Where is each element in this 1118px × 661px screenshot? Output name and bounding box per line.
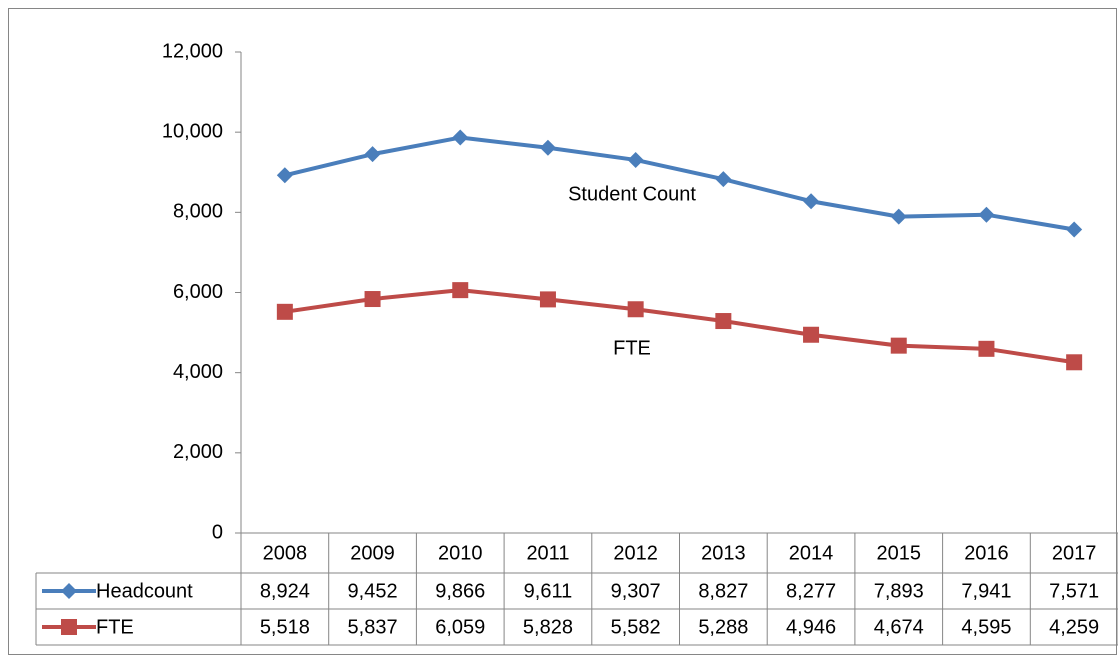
table-value: 4,595 — [961, 616, 1011, 638]
marker — [452, 129, 469, 146]
marker — [803, 326, 820, 343]
y-tick-label: 6,000 — [173, 281, 223, 303]
chart-border — [8, 8, 1117, 655]
x-tick-label: 2017 — [1052, 542, 1097, 564]
marker — [978, 206, 995, 223]
x-tick-label: 2015 — [877, 542, 922, 564]
x-tick-label: 2016 — [964, 542, 1009, 564]
series-line — [284, 288, 1075, 365]
table-value: 4,946 — [786, 616, 836, 638]
marker — [803, 193, 820, 210]
y-tick-label: 12,000 — [162, 40, 223, 62]
marker — [539, 139, 556, 156]
marker — [452, 282, 469, 299]
table-value: 5,828 — [523, 616, 573, 638]
table-value: 8,277 — [786, 580, 836, 602]
legend-label: Headcount — [96, 580, 193, 602]
y-tick-label: 8,000 — [173, 201, 223, 223]
annotation: FTE — [613, 337, 651, 359]
annotation: Student Count — [568, 183, 696, 205]
table-value: 9,866 — [435, 580, 485, 602]
y-tick-label: 0 — [212, 521, 223, 543]
table-value: 8,924 — [260, 580, 310, 602]
marker — [364, 291, 381, 308]
x-tick-label: 2012 — [613, 542, 658, 564]
table-value: 5,288 — [698, 616, 748, 638]
marker — [61, 619, 77, 635]
marker — [364, 146, 381, 163]
table-value: 6,059 — [435, 616, 485, 638]
marker — [978, 340, 995, 357]
table-value: 4,259 — [1049, 616, 1099, 638]
x-tick-label: 2009 — [350, 542, 395, 564]
marker — [627, 151, 644, 168]
marker — [715, 171, 732, 188]
y-tick-label: 4,000 — [173, 361, 223, 383]
y-tick-label: 10,000 — [162, 120, 223, 142]
marker — [1066, 221, 1083, 238]
y-tick-label: 2,000 — [173, 441, 223, 463]
marker — [276, 167, 293, 184]
marker — [276, 303, 293, 320]
marker — [890, 337, 907, 354]
table-value: 7,893 — [874, 580, 924, 602]
table-value: 9,452 — [348, 580, 398, 602]
x-tick-label: 2011 — [526, 542, 569, 564]
table-value: 4,674 — [874, 616, 924, 638]
table-value: 5,837 — [348, 616, 398, 638]
table-value: 9,307 — [611, 580, 661, 602]
legend-label: FTE — [96, 616, 134, 638]
x-tick-label: 2008 — [263, 542, 308, 564]
marker — [715, 313, 732, 330]
marker — [890, 208, 907, 225]
x-tick-label: 2013 — [701, 542, 746, 564]
marker — [627, 301, 644, 318]
table-value: 5,582 — [611, 616, 661, 638]
table-value: 5,518 — [260, 616, 310, 638]
table-value: 7,571 — [1049, 580, 1099, 602]
table-value: 9,611 — [524, 580, 573, 602]
marker — [61, 583, 77, 599]
table-value: 7,941 — [961, 580, 1011, 602]
x-tick-label: 2010 — [438, 542, 483, 564]
marker — [539, 291, 556, 308]
table-value: 8,827 — [698, 580, 748, 602]
marker — [1066, 354, 1083, 371]
series-line — [284, 135, 1075, 232]
x-tick-label: 2014 — [789, 542, 834, 564]
